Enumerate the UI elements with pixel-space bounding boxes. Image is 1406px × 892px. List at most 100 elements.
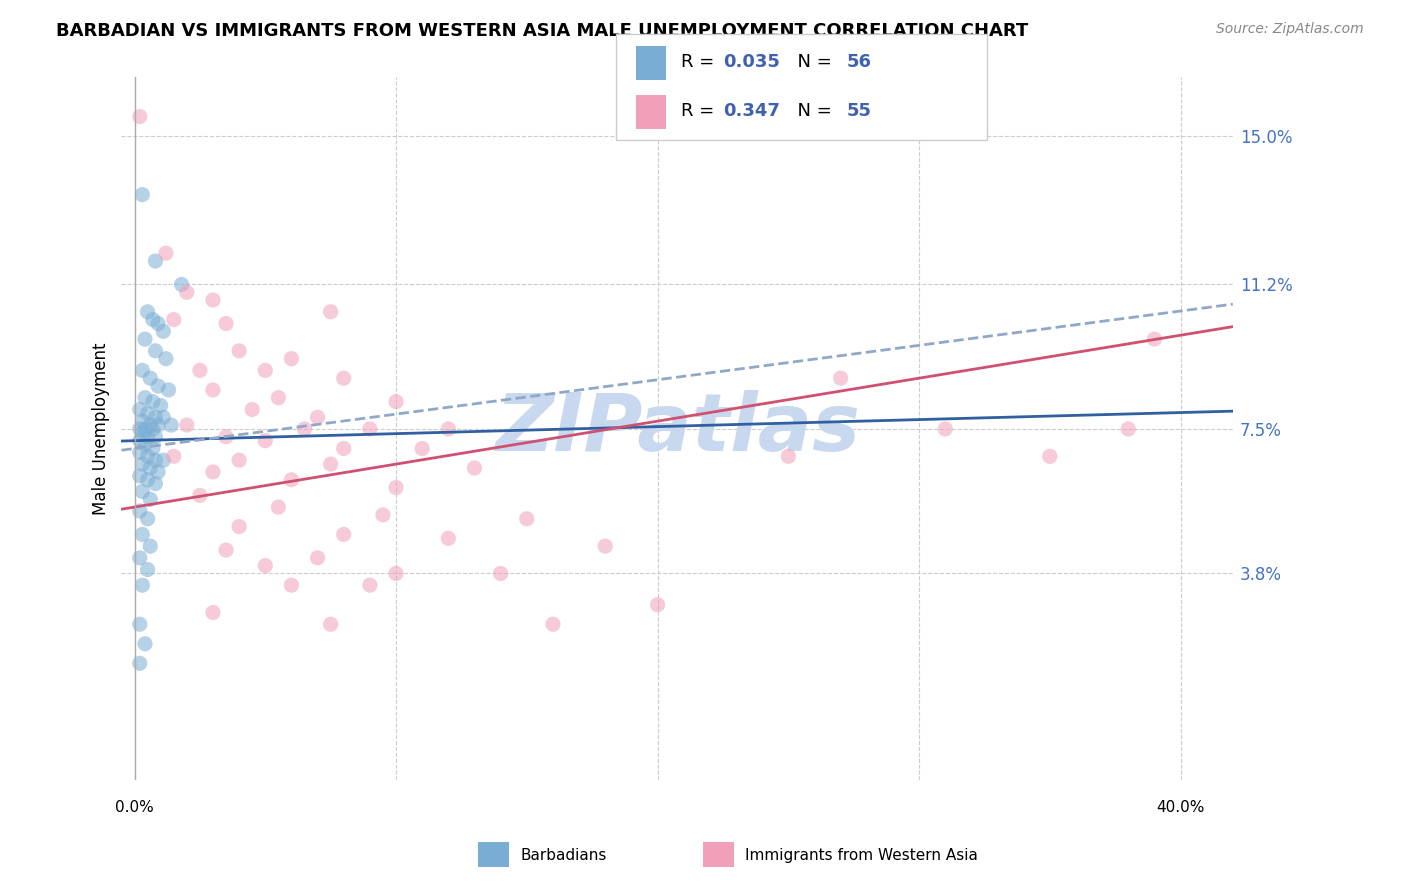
Point [280,351,302,366]
Point [163,312,186,326]
Point [437,422,460,436]
Point [489,566,512,581]
Point [163,450,186,464]
Point [215,430,238,444]
Point [385,394,408,409]
Point [131,414,153,428]
Text: BARBADIAN VS IMMIGRANTS FROM WESTERN ASIA MALE UNEMPLOYMENT CORRELATION CHART: BARBADIAN VS IMMIGRANTS FROM WESTERN ASI… [56,22,1029,40]
Text: 56: 56 [846,53,872,71]
Point [228,453,250,467]
Point [516,512,538,526]
Text: 0.347: 0.347 [723,103,779,120]
Point [228,519,250,533]
Point [131,425,153,440]
Y-axis label: Male Unemployment: Male Unemployment [93,343,110,516]
Point [131,484,153,499]
Point [128,434,150,448]
Point [131,527,153,541]
Point [152,410,174,425]
Point [188,363,211,377]
Point [145,343,167,358]
Point [1116,422,1139,436]
Text: Immigrants from Western Asia: Immigrants from Western Asia [745,848,979,863]
Point [128,617,150,632]
Point [201,293,224,307]
Point [146,379,169,393]
Point [136,512,159,526]
Point [411,442,433,456]
Text: R =: R = [681,103,720,120]
Point [1143,332,1166,346]
Point [136,430,159,444]
Point [201,606,224,620]
Point [136,473,159,487]
Point [136,406,159,420]
Point [307,550,329,565]
Point [176,418,198,433]
Point [176,285,198,300]
Point [142,394,165,409]
Point [139,492,162,507]
Point [142,442,165,456]
Point [280,473,302,487]
Point [139,371,162,385]
Point [319,617,342,632]
Point [145,254,167,268]
Point [254,363,277,377]
Point [134,332,156,346]
Point [131,187,153,202]
Point [830,371,852,385]
Point [170,277,193,292]
Point [254,558,277,573]
Point [146,418,169,433]
Point [437,532,460,546]
Point [934,422,956,436]
Point [152,324,174,338]
Point [142,312,165,326]
Point [385,566,408,581]
Point [267,500,290,514]
Text: 0.0%: 0.0% [115,800,153,815]
Text: Source: ZipAtlas.com: Source: ZipAtlas.com [1216,22,1364,37]
Point [1039,450,1062,464]
Point [201,383,224,397]
Point [128,657,150,671]
Point [359,578,381,592]
Point [128,550,150,565]
Point [128,504,150,518]
Point [128,402,150,417]
Point [155,246,177,260]
Point [131,578,153,592]
Point [215,543,238,558]
Text: ZIPatlas: ZIPatlas [495,390,859,468]
Point [145,453,167,467]
Point [145,430,167,444]
Point [152,453,174,467]
Point [142,422,165,436]
Point [145,410,167,425]
Point [319,305,342,319]
Point [332,527,354,541]
Text: N =: N = [786,103,838,120]
Point [280,578,302,592]
Point [155,351,177,366]
Point [146,317,169,331]
Text: N =: N = [786,53,838,71]
Text: 40.0%: 40.0% [1156,800,1205,815]
Point [332,442,354,456]
Point [134,637,156,651]
Point [134,391,156,405]
Point [593,539,616,553]
Point [146,465,169,479]
Point [136,450,159,464]
Text: 55: 55 [846,103,872,120]
Point [128,468,150,483]
Point [371,508,394,522]
Point [136,563,159,577]
Point [359,422,381,436]
Point [228,343,250,358]
Point [188,488,211,502]
Point [157,383,180,397]
Point [139,461,162,475]
Point [254,434,277,448]
